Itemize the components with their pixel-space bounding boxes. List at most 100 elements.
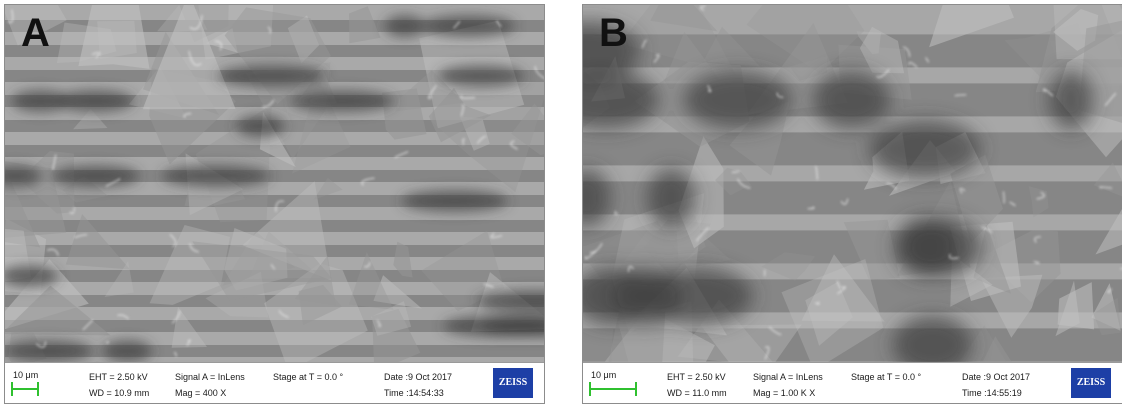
texture-flake xyxy=(142,5,236,110)
texture-ridge xyxy=(1036,191,1045,200)
texture-shadow xyxy=(236,115,285,137)
texture-ridge xyxy=(74,234,88,239)
texture-stripe xyxy=(583,34,1122,68)
texture-flake xyxy=(959,325,1007,362)
texture-flake xyxy=(313,177,343,200)
texture-shadow xyxy=(384,15,425,37)
texture-ridge xyxy=(959,187,966,194)
texture-ridge xyxy=(476,135,487,144)
texture-ridge xyxy=(453,21,461,29)
texture-stripe xyxy=(583,328,1122,362)
texture-flake xyxy=(205,28,238,53)
texture-ridge xyxy=(46,248,59,256)
texture-shadow xyxy=(103,340,152,362)
texture-flake xyxy=(205,271,269,318)
texture-ridge xyxy=(186,339,191,347)
texture-flake xyxy=(859,26,905,74)
texture-stripe xyxy=(583,132,1122,166)
texture-ridge xyxy=(428,84,437,100)
texture-ridge xyxy=(460,104,465,117)
texture-ridge xyxy=(82,319,94,331)
texture-flake xyxy=(222,230,295,286)
texture-flake xyxy=(428,87,491,143)
texture-flake xyxy=(678,136,724,249)
texture-ridge xyxy=(394,151,409,158)
stage-value: Stage at T = 0.0 ° xyxy=(273,372,344,382)
texture-flake xyxy=(171,306,207,348)
texture-flake xyxy=(781,259,884,362)
eht-value: EHT = 2.50 kV xyxy=(89,372,148,382)
texture-flake xyxy=(287,15,320,64)
texture-flake xyxy=(393,241,413,278)
texture-flake xyxy=(856,31,881,55)
stage-value: Stage at T = 0.0 ° xyxy=(851,372,922,382)
texture-flake xyxy=(1053,5,1122,60)
texture-flake xyxy=(650,5,718,32)
texture-flake xyxy=(294,255,336,306)
texture-flake xyxy=(703,26,761,67)
texture-flake xyxy=(348,251,394,310)
texture-ridge xyxy=(653,54,660,63)
texture-ridge xyxy=(954,94,967,97)
scale-bar-tick xyxy=(11,382,13,396)
texture-ridge xyxy=(949,253,959,260)
texture-flake xyxy=(604,308,715,362)
texture-flake xyxy=(1093,297,1122,336)
texture-ridge xyxy=(695,227,709,242)
texture-ridge xyxy=(836,280,841,289)
texture-ridge xyxy=(7,9,14,24)
texture-flake xyxy=(421,230,505,312)
texture-flake xyxy=(5,5,67,46)
texture-ridge xyxy=(981,226,993,234)
texture-flake xyxy=(149,225,230,305)
texture-ridge xyxy=(1043,88,1054,97)
texture-ridge xyxy=(462,138,466,145)
texture-shadow xyxy=(5,340,93,362)
texture-stripe xyxy=(5,220,544,232)
texture-flake xyxy=(292,76,351,174)
texture-ridge xyxy=(105,178,121,187)
date-value: Date :9 Oct 2017 xyxy=(962,372,1031,382)
texture-shadow xyxy=(647,168,696,228)
texture-stripe xyxy=(5,245,544,257)
texture-shadow xyxy=(1048,70,1093,130)
texture-shadow xyxy=(422,15,515,37)
texture-shadow xyxy=(583,70,659,130)
texture-flake xyxy=(700,324,802,362)
signal-value: Signal A = InLens xyxy=(753,372,823,382)
texture-shadow xyxy=(57,90,134,112)
texture-shadow xyxy=(813,70,890,130)
texture-flake xyxy=(1053,9,1099,51)
texture-stripe xyxy=(583,230,1122,264)
mag-value: Mag = 1.00 K X xyxy=(753,388,816,398)
texture-flake xyxy=(607,203,731,284)
texture-ridge xyxy=(171,310,181,324)
texture-ridge xyxy=(1002,191,1005,204)
texture-flake xyxy=(73,109,108,130)
scale-bar-tick xyxy=(37,382,39,396)
texture-shadow xyxy=(5,265,58,287)
texture-flake xyxy=(583,328,613,362)
texture-ridge xyxy=(270,263,276,270)
texture-ridge xyxy=(764,346,770,360)
texture-ridge xyxy=(361,177,375,186)
texture-ridge xyxy=(275,200,285,212)
texture-flake xyxy=(789,56,828,81)
texture-shadow xyxy=(476,290,544,312)
texture-flake xyxy=(642,219,711,277)
texture-flake xyxy=(950,154,1003,243)
texture-flake xyxy=(677,299,773,362)
texture-shadow xyxy=(401,190,508,212)
texture-ridge xyxy=(699,5,706,11)
texture-ridge xyxy=(902,46,911,57)
logo-text: ZEISS xyxy=(498,377,528,388)
texture-ridge xyxy=(737,178,751,189)
texture-ridge xyxy=(106,341,110,344)
texture-shadow xyxy=(610,266,683,326)
texture-ridge xyxy=(1009,201,1016,207)
texture-ridge xyxy=(1105,92,1117,106)
texture-shadow xyxy=(217,65,326,87)
panel-label: A xyxy=(21,11,50,55)
texture-ridge xyxy=(459,95,476,99)
texture-ridge xyxy=(807,206,815,210)
